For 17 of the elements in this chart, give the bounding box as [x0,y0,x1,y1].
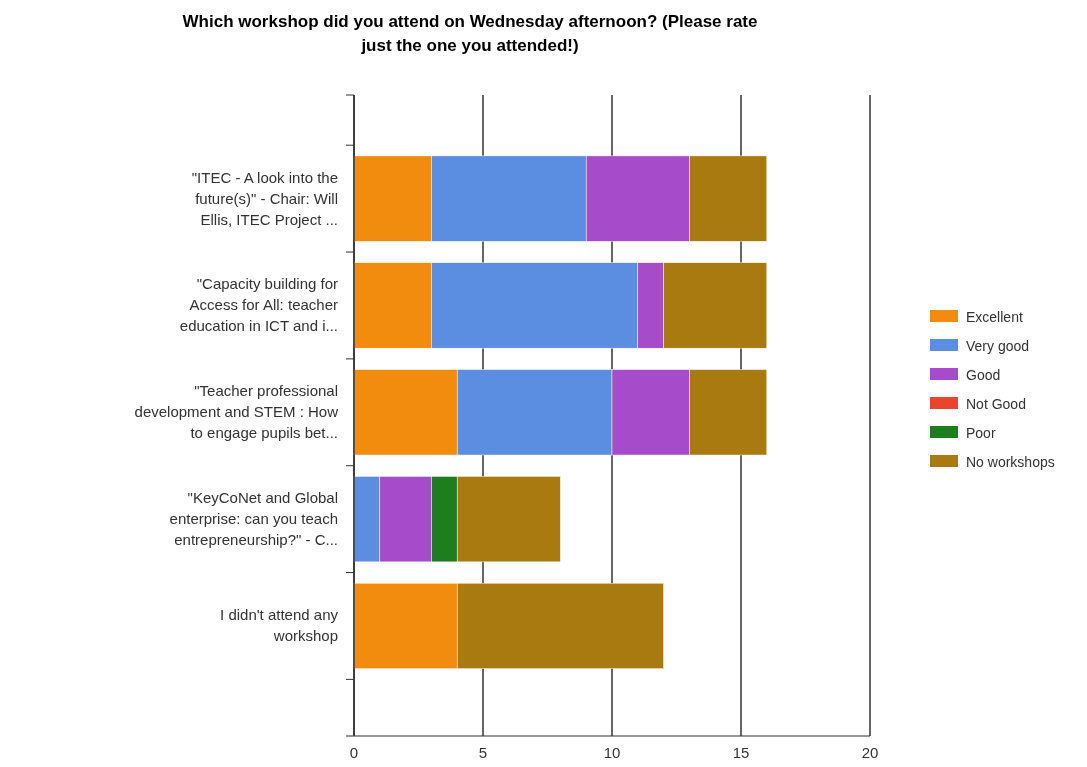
x-tick-label: 15 [732,744,750,761]
legend-label: No workshops [966,454,1055,470]
legend-label: Poor [966,425,996,441]
y-tick-label: "Capacity building for Access for All: teacher education in ICT and i... [179,275,338,335]
legend-label: Not Good [966,396,1026,412]
x-tick-label: 0 [349,744,359,761]
y-tick-label: I didn't attend any workshop [220,606,339,645]
legend-label: Very good [966,338,1030,354]
legend-label: Good [966,367,1001,383]
y-tick-label: "Teacher professional development and STEM : How to engage pupils bet... [134,382,339,442]
y-tick-label: "KeyCoNet and Global enterprise: can you teach entrepreneurship?" - C... [169,489,338,549]
x-tick-label: 20 [861,744,879,761]
legend-label: Excellent [966,309,1023,325]
chart-title: Which workshop did you attend on Wednesday afternoon? (Please rate just the one you attended!) [182,12,758,55]
x-tick-label: 10 [603,744,621,761]
x-tick-label: 5 [478,744,488,761]
y-tick-label: "ITEC - A look into the future(s)" - Chair: Will Ellis, ITEC Project ... [191,168,338,228]
